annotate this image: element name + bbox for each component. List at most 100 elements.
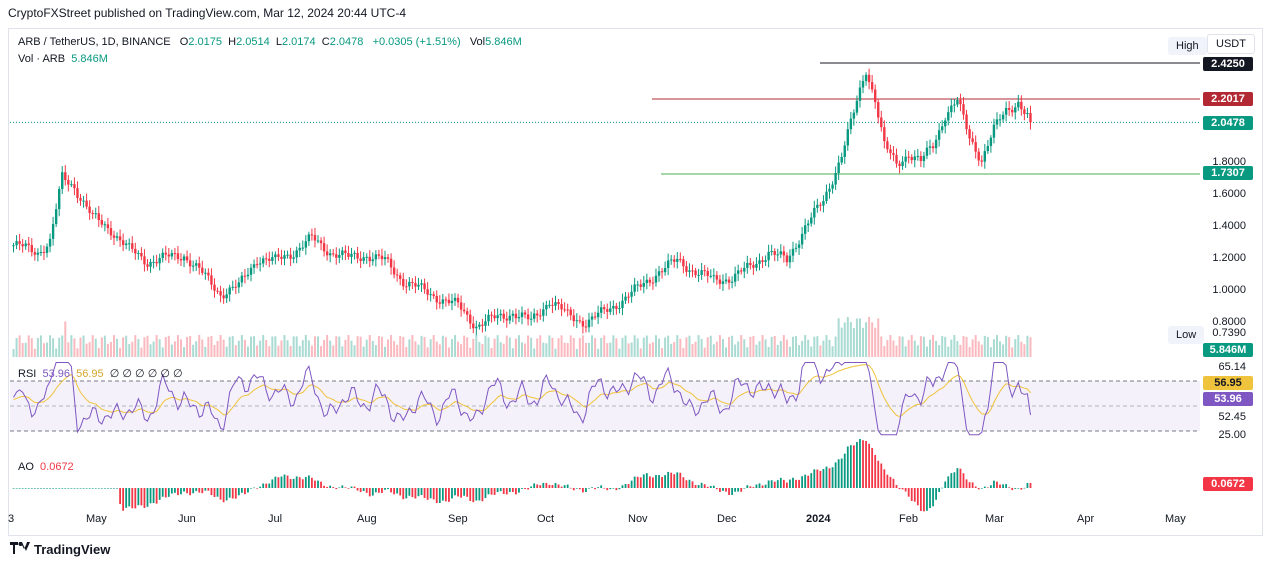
volume-bar — [173, 341, 176, 357]
ao-bar — [402, 488, 405, 500]
volume-bar — [831, 346, 834, 357]
candle-body — [971, 138, 974, 143]
volume-bar — [1005, 335, 1008, 357]
ao-bar — [27, 488, 30, 489]
ao-bar — [134, 488, 137, 509]
candle-body — [523, 312, 527, 315]
volume-bar — [587, 342, 590, 357]
volume-indicator-label[interactable]: Vol · ARB — [18, 53, 66, 65]
volume-bar — [910, 335, 913, 357]
ao-bar — [837, 459, 840, 488]
ao-bar — [247, 488, 249, 493]
ao-bar — [907, 488, 910, 497]
candle-body — [359, 258, 362, 261]
open-value: 2.0175 — [188, 36, 223, 48]
volume-bar — [24, 342, 27, 357]
volume-bar — [49, 335, 52, 357]
close-key: C — [321, 36, 330, 48]
candle-body — [584, 326, 588, 328]
ao-bar — [414, 488, 417, 499]
ao-bar — [661, 477, 663, 488]
ao-bar — [505, 488, 508, 495]
candle-body — [417, 284, 420, 287]
volume-bar — [447, 347, 450, 357]
volume-bar — [752, 335, 755, 357]
candle-body — [1026, 113, 1029, 115]
volume-bar — [728, 337, 731, 357]
volume-bar — [569, 335, 572, 357]
volume-bar — [944, 336, 947, 357]
volume-bar — [591, 335, 594, 357]
volume-bar — [423, 337, 426, 357]
candle-body — [173, 253, 177, 255]
volume-bar — [131, 341, 134, 357]
ao-bar — [64, 488, 67, 489]
candle-body — [825, 191, 828, 202]
volume-bar — [213, 344, 216, 357]
volume-bar — [246, 346, 249, 357]
ao-bar — [317, 480, 319, 488]
rsi-label[interactable]: RSI — [18, 368, 37, 380]
candle-body — [776, 254, 779, 256]
volume-bar — [791, 336, 794, 357]
volume-bar — [27, 335, 30, 357]
volume-bar — [109, 341, 112, 357]
candle-body — [947, 112, 950, 121]
candle-body — [819, 204, 822, 206]
volume-bar — [380, 336, 383, 357]
ao-label[interactable]: AO — [18, 461, 34, 473]
resistance-top-tag: 2.4250 — [1203, 57, 1253, 71]
volume-bar — [271, 336, 274, 357]
candle-body — [402, 278, 405, 287]
candle-body — [170, 253, 174, 257]
ao-bar — [137, 488, 140, 506]
footer-brand-label: TradingView — [34, 542, 111, 557]
support-tag: 1.7307 — [1203, 166, 1253, 180]
volume-bar — [670, 343, 673, 357]
candle-body — [338, 255, 341, 258]
candle-body — [82, 200, 85, 202]
candle-body — [962, 104, 965, 115]
volume-bar — [64, 321, 67, 357]
volume-bar — [234, 345, 237, 357]
volume-indicator-value: 5.846M — [71, 53, 108, 65]
ao-bar — [722, 488, 724, 491]
ao-bar — [274, 476, 277, 488]
ao-bar — [883, 469, 886, 488]
symbol-label[interactable]: ARB / TetherUS, 1D, BINANCE — [18, 36, 171, 48]
ao-bar — [1023, 487, 1026, 489]
ao-bar — [618, 488, 621, 490]
ao-bar — [682, 477, 685, 488]
volume-bar — [313, 336, 316, 357]
ao-bar — [231, 488, 234, 499]
volume-bar — [551, 337, 554, 357]
ao-bar — [1026, 482, 1029, 488]
ao-bar — [971, 482, 974, 488]
ao-bar — [566, 484, 569, 488]
ao-bar — [779, 477, 782, 488]
ao-bar — [140, 488, 143, 506]
volume-bar — [877, 318, 880, 357]
volume-bar — [411, 335, 414, 357]
time-label: 2024 — [806, 513, 831, 525]
candle-body — [137, 252, 140, 254]
candle-body — [685, 266, 688, 272]
low-key: L — [275, 36, 282, 48]
ao-bar — [688, 479, 691, 488]
candle-body — [895, 154, 898, 164]
volume-bar — [250, 336, 253, 357]
volume-bar — [798, 345, 801, 357]
footer-brand[interactable]: TradingView — [10, 542, 110, 557]
candle-body — [45, 246, 49, 253]
candle-body — [913, 156, 916, 161]
candle-body — [529, 318, 533, 320]
volume-bar — [390, 335, 393, 357]
ao-bar — [70, 488, 73, 489]
candle-body — [195, 263, 198, 266]
time-label: Mar — [985, 513, 1004, 525]
candle-body — [478, 324, 481, 327]
ao-bar — [703, 484, 706, 488]
candle-body — [328, 253, 332, 256]
currency-button[interactable]: USDT — [1207, 34, 1255, 54]
